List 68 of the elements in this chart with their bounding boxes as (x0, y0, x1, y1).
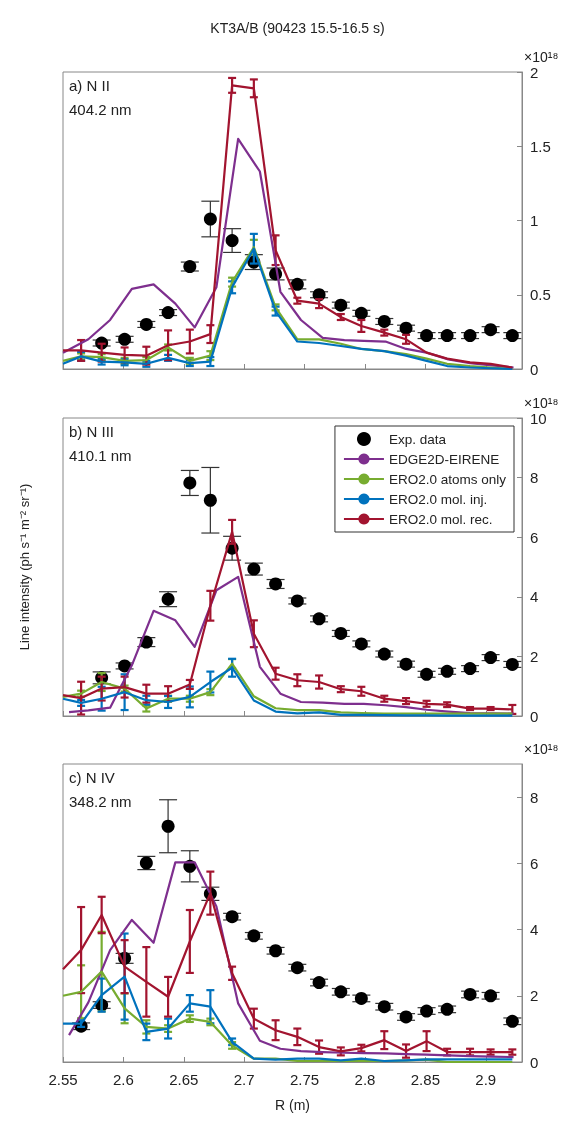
point (399, 657, 413, 671)
y-tick-label: 6 (530, 854, 539, 872)
annotation: a) N II (69, 77, 110, 94)
y-tick-label: 0 (530, 360, 539, 378)
y-tick-label: 10 (530, 409, 547, 427)
x-tick-label: 2.55 (48, 1071, 78, 1088)
y-tick-label: 0 (530, 1053, 539, 1071)
x-axis-title: R (m) (275, 1097, 310, 1113)
legend-label: ERO2.0 mol. rec. (388, 511, 493, 527)
text: ×10¹⁸ (524, 395, 559, 411)
annotation: c) N IV (69, 769, 115, 786)
point (225, 910, 239, 924)
point (505, 657, 519, 671)
x-tick-label: 2.6 (112, 1071, 134, 1088)
text: ×10¹⁸ (524, 49, 559, 65)
y-tick-label: 0.5 (530, 286, 551, 304)
text: ×10¹⁸ (524, 741, 559, 757)
y-tick-label: 8 (530, 788, 539, 806)
x-tick-label: 2.65 (169, 1071, 199, 1088)
point (225, 234, 239, 248)
y-axis-title: Line intensity (ph s⁻¹ m⁻² sr⁻¹) (17, 483, 32, 651)
x-tick-label: 2.9 (475, 1071, 497, 1088)
point (203, 493, 217, 507)
y-tick-label: 1.5 (530, 137, 551, 155)
legend-label: ERO2.0 mol. inj. (388, 491, 488, 507)
annotation: 410.1 nm (69, 447, 132, 464)
point (440, 664, 454, 678)
chart-title: KT3A/B (90423 15.5-16.5 s) (210, 20, 385, 36)
y-tick-label: 2 (530, 647, 539, 665)
point (312, 976, 326, 990)
legend-label: ERO2.0 atoms only (388, 471, 507, 487)
point (484, 651, 498, 665)
y-tick-label: 4 (530, 921, 539, 939)
annotation: 348.2 nm (69, 793, 132, 810)
point (247, 929, 261, 943)
y-tick-label: 6 (530, 528, 539, 546)
point (290, 961, 304, 975)
y-tick-label: 1 (530, 212, 539, 229)
point (377, 1000, 391, 1014)
point (139, 317, 153, 331)
point (463, 662, 477, 676)
x-tick-label: 2.7 (233, 1071, 255, 1088)
legend-label: EDGE2D-EIRENE (388, 451, 500, 467)
point (420, 1004, 434, 1018)
x-tick-label: 2.75 (289, 1071, 320, 1088)
y-tick-label: 2 (530, 987, 539, 1005)
line-series (61, 137, 515, 369)
point (420, 667, 434, 681)
point (420, 329, 434, 343)
point (183, 476, 197, 490)
y-tick-label: 0 (530, 707, 539, 725)
point (377, 647, 391, 661)
point (203, 212, 217, 226)
annotation: 404.2 nm (69, 101, 132, 118)
x-tick-label: 2.8 (354, 1071, 376, 1088)
y-tick-label: 8 (530, 469, 539, 487)
point (269, 944, 283, 958)
x-tick-label: 2.85 (410, 1071, 440, 1088)
point (354, 637, 368, 651)
annotation: b) N III (69, 423, 115, 440)
legend-label: Exp. data (388, 431, 447, 447)
point (505, 1014, 519, 1028)
y-tick-label: 2 (530, 63, 539, 81)
point (269, 577, 283, 591)
point (161, 819, 175, 833)
y-tick-label: 4 (530, 588, 539, 606)
line-series (67, 861, 515, 1059)
line-series (67, 575, 515, 715)
